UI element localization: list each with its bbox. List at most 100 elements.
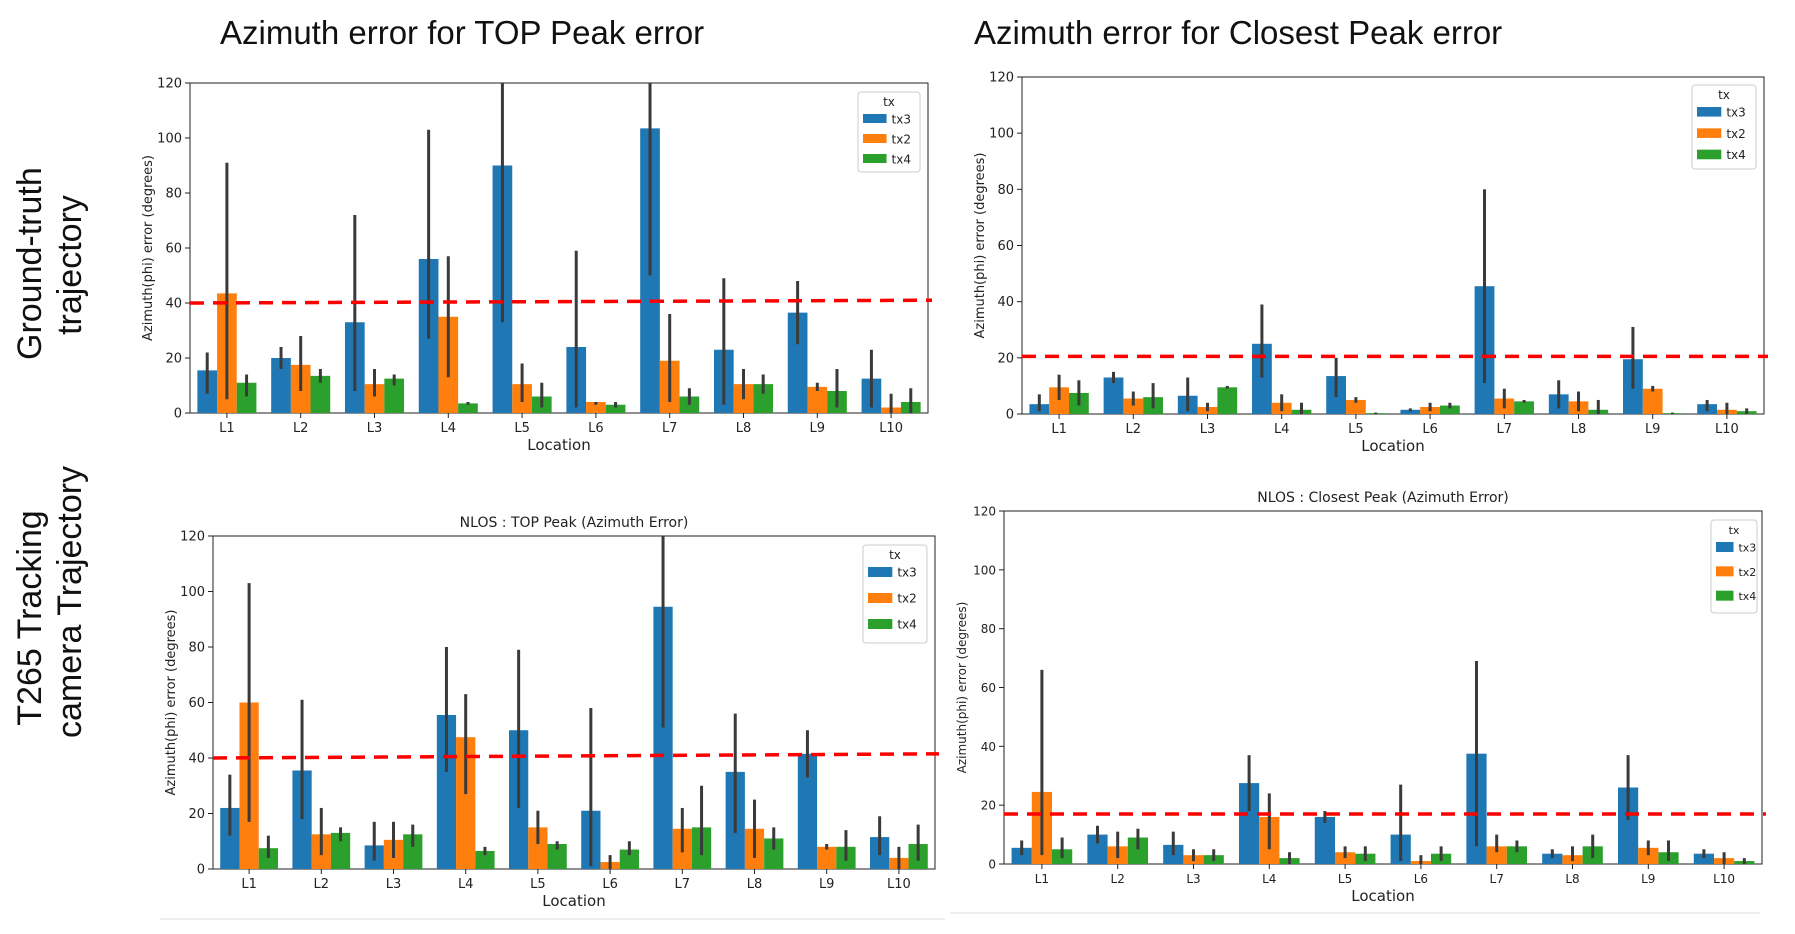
chart1-bar-tx3 [271,358,291,413]
chart4-bar-tx3 [1238,783,1260,864]
chart3-xtick-label: L7 [675,877,691,892]
chart2-xtick-label: L3 [1200,422,1216,437]
chart4-bar-tx3 [1693,853,1714,864]
chart3-xtick-label: L10 [887,877,911,892]
chart2-xlabel: Location [1361,437,1424,455]
chart2-xtick-label: L10 [1715,422,1739,437]
chart2-legend-swatch-tx4 [1697,149,1722,160]
chart4-ytick-label: 20 [981,799,996,813]
chart3-bar-tx4 [330,832,351,869]
chart3-ytick-label: 80 [188,641,205,656]
chart3-ytick-label: 20 [188,807,205,822]
chart2-bar-tx4 [1217,387,1238,414]
chart3-bar-tx2 [456,737,476,869]
chart3-xtick-label: L5 [530,877,546,892]
chart2-bar-tx3 [1400,409,1421,414]
chart2-legend-box [1691,84,1757,170]
chart2-bar-tx2 [1123,398,1144,414]
chart1-ytick-label: 120 [157,77,182,92]
chart2-bar-tx3 [1252,343,1272,414]
chart2-xtick-label: L8 [1571,422,1587,437]
chart4-xtick-label: L2 [1111,872,1125,886]
chart3-bar-tx4 [619,849,639,869]
chart1-xtick-label: L4 [441,421,457,436]
chart2-ytick-label: 40 [997,295,1014,310]
chart4-bar-tx3 [1087,834,1108,864]
column-title-closest-peak: Azimuth error for Closest Peak error [974,14,1503,51]
chart3-legend-swatch-tx4 [868,619,893,629]
chart1-xtick-label: L9 [810,421,826,436]
chart4-xtick-label: L4 [1262,872,1276,886]
chart1-bar-tx4 [384,378,405,413]
chart4-legend-label-tx3: tx3 [1738,542,1756,555]
chart4-xtick-label: L8 [1565,872,1579,886]
chart4-legend-swatch-tx3 [1716,542,1734,552]
chart3-legend-label-tx4: tx4 [897,618,916,632]
chart2-xtick-label: L6 [1422,422,1438,437]
chart2-frame [1021,76,1765,415]
chart3-xtick-label: L9 [819,877,835,892]
column-title-top-peak: Azimuth error for TOP Peak error [220,14,705,51]
chart3-bar-tx3 [292,770,312,869]
chart4-xlabel: Location [1351,887,1414,905]
chart3-xtick-label: L8 [747,877,763,892]
chart2-ytick-label: 20 [997,351,1014,366]
chart3-legend-swatch-tx3 [868,567,893,577]
chart1-ytick-label: 0 [174,407,182,422]
chart1-xtick-label: L5 [514,421,530,436]
chart4-bar-tx2 [1486,846,1507,864]
chart2-legend-label-tx4: tx4 [1726,148,1745,162]
chart3-bar-tx4 [475,850,495,869]
chart2-ylabel: Azimuth(phi) error (degrees) [973,152,988,338]
chart4-xtick-label: L5 [1338,872,1352,886]
chart2-bar-tx2 [1642,388,1663,414]
chart3-xtick-label: L6 [602,877,618,892]
chart2-xtick-label: L4 [1274,422,1290,437]
chart3-xtick-label: L3 [386,877,402,892]
chart4-bar-tx3 [1617,787,1639,864]
chart4-xtick-label: L9 [1641,872,1655,886]
chart3-legend-title: tx [889,548,901,562]
chart2-legend-label-tx2: tx2 [1726,127,1745,141]
chart1-ytick-label: 40 [165,297,182,312]
chart1-bar-tx4 [458,403,478,413]
chart3-xlabel: Location [542,892,605,910]
chart3-xtick-label: L2 [314,877,330,892]
chart3-legend-swatch-tx2 [868,593,893,603]
chart3-bar-tx2 [817,846,837,869]
chart3-title: NLOS : TOP Peak (Azimuth Error) [460,515,689,531]
chart4-ytick-label: 120 [973,505,996,519]
chart4-ytick-label: 60 [981,681,996,695]
chart1-bar-tx4 [310,375,331,413]
chart4-xtick-label: L10 [1713,872,1735,886]
chart4-legend-label-tx2: tx2 [1738,566,1756,579]
chart1-bar-tx4 [753,384,774,413]
chart4-ylabel: Azimuth(phi) error (degrees) [955,602,969,774]
chart3-bar-tx3 [797,753,818,869]
chart4-bar-tx3 [1314,816,1335,864]
chart1-legend-swatch-tx3 [863,114,887,123]
chart1-xtick-label: L1 [219,421,235,436]
chart4-bar-tx2 [1334,852,1356,864]
chart2-legend-title: tx [1718,88,1730,102]
chart4-bar-tx3 [1011,847,1032,864]
chart1-bar-tx4 [236,382,257,413]
chart2-ytick-label: 120 [989,71,1014,86]
chart4-bar-tx4 [1506,846,1528,864]
chart2-ytick-label: 80 [997,183,1014,198]
chart1-xtick-label: L8 [736,421,752,436]
chart3-ytick-label: 120 [180,530,205,545]
chart1-xtick-label: L6 [588,421,604,436]
chart1-bar-tx2 [807,386,828,413]
chart4-bar-tx2 [1638,847,1659,864]
chart4-xtick-label: L3 [1186,872,1200,886]
chart3-bar-tx4 [764,838,784,869]
chart4-legend-swatch-tx2 [1716,566,1734,577]
chart1-bar-tx2 [586,402,606,413]
chart1-legend-label-tx3: tx3 [892,113,911,127]
chart1-legend-swatch-tx4 [863,154,887,163]
chart1-legend-label-tx4: tx4 [892,153,911,167]
chart3-legend-label-tx3: tx3 [897,566,916,580]
chart3-bar-tx4 [547,844,567,869]
chart2-xtick-label: L9 [1645,422,1661,437]
